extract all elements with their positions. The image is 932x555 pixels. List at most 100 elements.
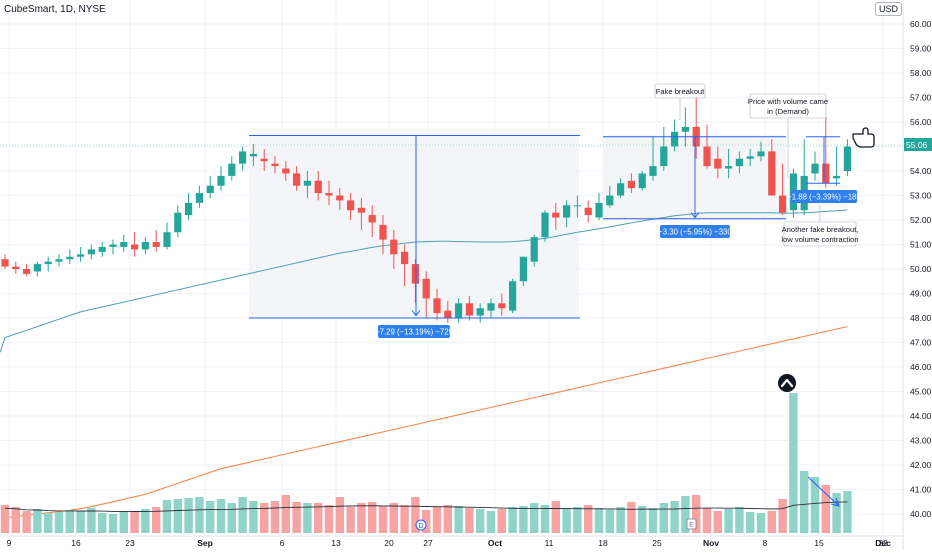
volume-bar — [216, 499, 226, 533]
volume-bar — [98, 513, 107, 533]
candle-body — [239, 151, 247, 164]
volume-bar — [508, 507, 517, 533]
candle-body — [422, 278, 430, 299]
time-tick-label: Sep — [197, 538, 213, 548]
candle-body — [444, 310, 452, 318]
volume-bar — [130, 512, 139, 533]
earnings-marker-label: E — [689, 522, 694, 529]
time-tick-label: 18 — [598, 538, 608, 548]
volume-bar — [54, 512, 64, 533]
candle-body — [98, 246, 106, 252]
volume-bar — [249, 501, 258, 533]
price-tick-label: 54.00 — [910, 166, 932, 176]
price-tick-label: 50.00 — [910, 264, 932, 274]
range-box-big — [249, 135, 579, 318]
price-tick-label: 48.00 — [910, 313, 932, 323]
volume-bar — [476, 509, 485, 533]
time-tick-label: 16 — [71, 538, 81, 548]
volume-bar — [65, 510, 74, 533]
candle-body — [757, 151, 765, 157]
candle-body — [519, 256, 527, 282]
candle-body — [66, 256, 74, 260]
volume-bar — [551, 501, 560, 533]
time-tick-label: 22 — [878, 538, 888, 548]
candle-body — [433, 298, 441, 314]
candle-body — [509, 281, 517, 311]
measure-label-mid: −3.30 (−5.95%) −330 — [658, 225, 732, 238]
candle-body — [487, 303, 495, 311]
price-axis[interactable]: 60.0059.0058.0057.0056.0055.0054.0053.00… — [902, 0, 932, 550]
candle-body — [174, 212, 182, 233]
measure-label-big-text: −7.29 (−13.19%) −729 — [375, 328, 453, 337]
candle-body — [152, 242, 160, 247]
time-tick-label: 8 — [763, 538, 768, 548]
candle-body — [87, 249, 95, 255]
note-another-fake-line: low volume contraction — [781, 235, 858, 244]
volume-bar — [119, 511, 128, 533]
volume-bar — [594, 508, 604, 533]
price-tick-label: 57.00 — [910, 93, 932, 103]
note-fake-breakout-line: Fake breakout — [656, 87, 705, 96]
candle-body — [357, 207, 365, 213]
price-tick-label: 56.00 — [910, 117, 932, 127]
volume-bar — [843, 491, 852, 533]
hand-pointer-shape — [852, 127, 875, 148]
volume-bar — [368, 502, 377, 533]
arrow-up-glyph — [780, 378, 794, 388]
volume-bar — [324, 505, 334, 533]
candle-body — [552, 212, 560, 218]
volume-bar — [162, 500, 172, 533]
candle-body — [671, 131, 679, 147]
volume-bar — [605, 510, 614, 533]
volume-bar — [832, 493, 841, 533]
volume-bar — [141, 509, 150, 533]
volume-bar — [540, 505, 550, 533]
range-boxes — [249, 135, 786, 318]
note-fake-breakout: Fake breakout — [654, 83, 706, 99]
candle-body — [617, 183, 625, 196]
candle-body — [379, 224, 387, 240]
candle-body — [703, 146, 711, 167]
candle-body — [411, 264, 419, 284]
volume-bar — [303, 503, 312, 533]
volume-bar — [33, 509, 42, 533]
time-tick-label: 23 — [125, 538, 135, 548]
time-tick-label: 25 — [652, 538, 662, 548]
volume-bar — [238, 497, 247, 533]
dividend-marker: D — [415, 519, 427, 531]
price-tick-label: 43.00 — [910, 436, 932, 446]
currency-label[interactable]: USD — [874, 2, 902, 16]
note-price-volume-line: Price with volume came — [748, 97, 828, 106]
candle-body — [768, 151, 776, 196]
volume-bar — [735, 507, 744, 533]
time-tick-label: 6 — [280, 538, 285, 548]
note-another-fake: Another fake breakout,low volume contrac… — [781, 221, 859, 247]
volume-bar — [497, 509, 506, 533]
time-tick-label: 11 — [545, 538, 554, 548]
candle-body — [401, 251, 409, 265]
candle-body — [1, 259, 9, 267]
candle-body — [746, 156, 754, 159]
volume-bar — [724, 509, 733, 533]
candle-body — [33, 264, 41, 272]
volume-bar — [44, 513, 53, 533]
arrow-up-circle-bg — [778, 374, 796, 392]
candle-body — [120, 242, 128, 247]
drawings: −7.29 (−13.19%) −729 −3.30 (−5.95%) −330 −… — [249, 83, 875, 531]
volume-bar — [87, 508, 96, 533]
volume-bar — [389, 503, 398, 533]
candle-body — [131, 244, 139, 250]
time-tick-label: Nov — [703, 538, 719, 548]
time-tick-label: 15 — [814, 538, 824, 548]
price-tick-label: 46.00 — [910, 362, 932, 372]
candle-body — [465, 303, 473, 316]
time-tick-label: 20 — [384, 538, 394, 548]
candle-body — [109, 244, 117, 247]
candle-body — [498, 303, 506, 309]
volume-bar — [627, 502, 636, 533]
price-tick-label: 60.00 — [910, 19, 932, 29]
candle-body — [260, 158, 268, 162]
